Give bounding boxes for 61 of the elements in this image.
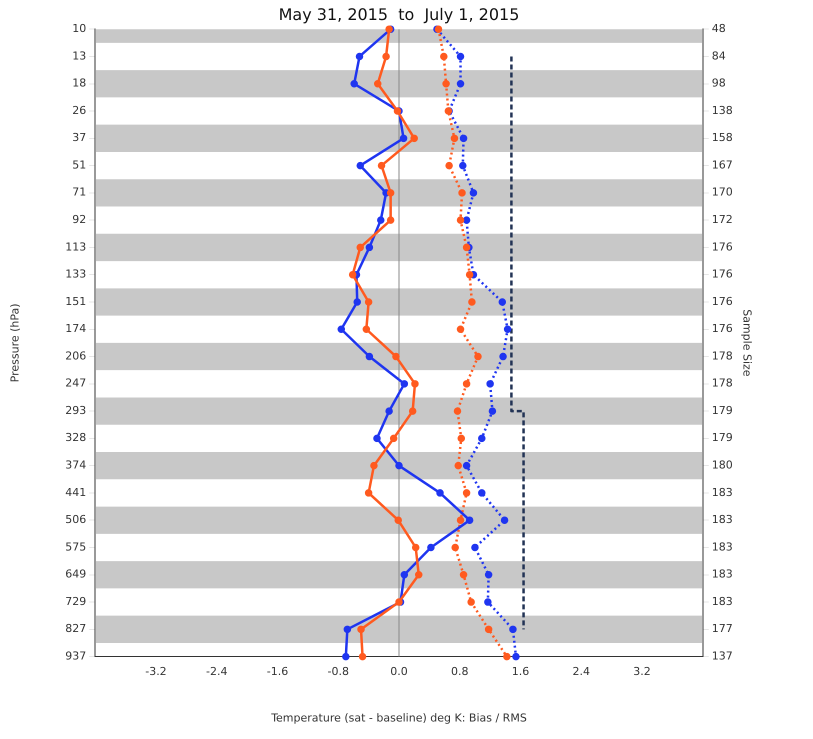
y2-tick-label: 137 — [712, 649, 733, 662]
y2-tick-label: 172 — [712, 213, 733, 226]
y2-tick-label: 183 — [712, 568, 733, 581]
y-tick-label: 827 — [65, 622, 86, 636]
y2-tick-label: 178 — [712, 349, 733, 362]
y2-axis-title: Sample Size — [740, 309, 754, 377]
y2-tick-label: 179 — [712, 431, 733, 444]
y2-tick-label: 180 — [712, 458, 733, 472]
y-tick-label: 328 — [65, 431, 86, 444]
y2-tick-label: 179 — [712, 404, 733, 417]
y2-tick-label: 183 — [712, 594, 733, 608]
y2-tick-label: 98 — [712, 76, 726, 90]
y2-tick-label: 84 — [712, 49, 726, 62]
x-tick-label: -0.8 — [328, 665, 349, 678]
y-tick-label: 729 — [65, 594, 86, 608]
y2-tick-label: 178 — [712, 376, 733, 390]
y-tick-label: 506 — [65, 513, 86, 526]
y-tick-label: 293 — [65, 404, 86, 417]
y-tick-label: 649 — [65, 568, 86, 581]
y2-tick-label: 183 — [712, 486, 733, 499]
y2-tick-label: 177 — [712, 622, 733, 636]
y-tick-label: 37 — [72, 131, 86, 144]
y-tick-label: 575 — [65, 540, 86, 554]
y-axis-title: Pressure (hPa) — [8, 303, 22, 382]
y2-tick-label: 176 — [712, 294, 733, 308]
x-tick-label: -1.6 — [266, 665, 288, 678]
x-tick-label: 2.4 — [572, 665, 590, 678]
y-tick-label: 151 — [65, 294, 86, 308]
y2-tick-label: 138 — [712, 104, 733, 117]
y2-tick-label: 176 — [712, 268, 733, 281]
y-tick-label: 174 — [65, 322, 86, 336]
y2-tick-label: 176 — [712, 240, 733, 254]
y2-tick-label: 158 — [712, 131, 733, 144]
y-tick-label: 133 — [65, 268, 86, 281]
y2-tick-label: 183 — [712, 540, 733, 554]
y-tick-label: 247 — [65, 376, 86, 390]
y-tick-label: 113 — [65, 240, 86, 254]
x-axis-title: Temperature (sat - baseline) deg K: Bias / RMS — [270, 711, 527, 724]
y-tick-label: 92 — [72, 213, 86, 226]
x-tick-label: -2.4 — [206, 665, 228, 678]
y2-tick-label: 48 — [712, 22, 726, 36]
x-tick-label: 0.0 — [390, 665, 408, 678]
y-tick-label: 71 — [72, 186, 86, 199]
x-tick-label: 1.6 — [512, 665, 530, 678]
y2-tick-label: 176 — [712, 322, 733, 336]
y-tick-label: 937 — [65, 649, 86, 662]
y-tick-label: 206 — [65, 349, 86, 362]
y-tick-label: 374 — [65, 458, 86, 472]
x-tick-label: 0.8 — [451, 665, 469, 678]
y2-tick-label: 167 — [712, 158, 733, 172]
y-tick-label: 441 — [65, 486, 86, 499]
y-tick-label: 10 — [72, 22, 86, 36]
x-tick-label: 3.2 — [633, 665, 651, 678]
y-tick-label: 13 — [72, 49, 86, 62]
y2-tick-label: 183 — [712, 513, 733, 526]
y-tick-label: 51 — [72, 158, 86, 172]
y2-tick-label: 170 — [712, 186, 733, 199]
x-tick-label: -3.2 — [145, 665, 167, 678]
chart-title: May 31, 2015 to July 1, 2015 — [278, 4, 520, 24]
y-tick-label: 26 — [72, 104, 86, 117]
y-tick-label: 18 — [72, 76, 86, 90]
